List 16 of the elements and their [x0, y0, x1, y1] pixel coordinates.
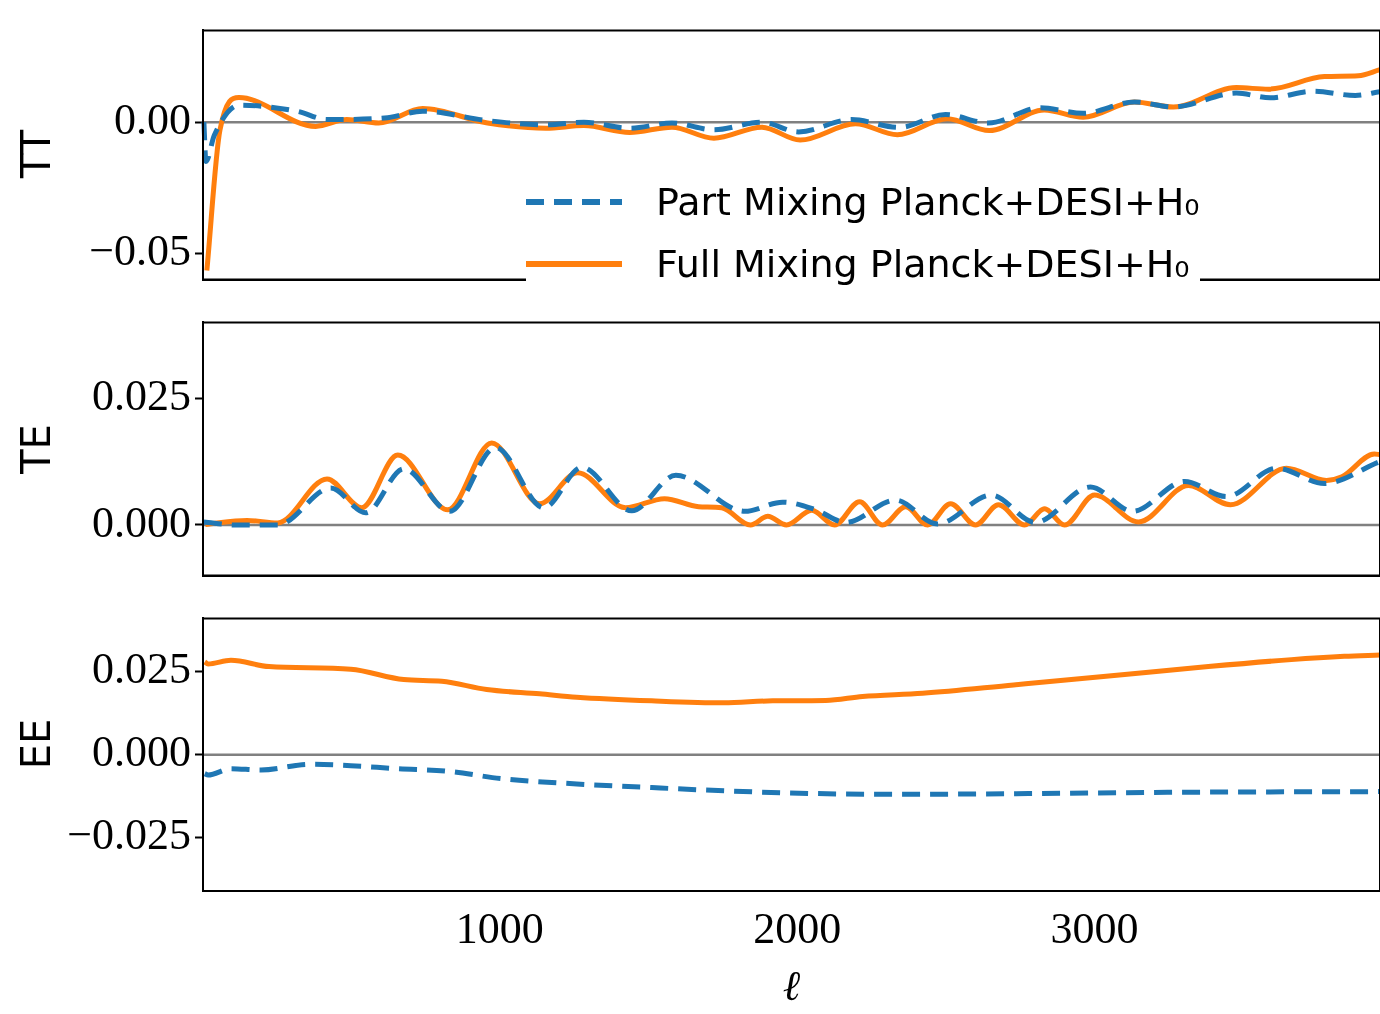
legend-label: Part Mixing Planck+DESI+H₀ [656, 180, 1200, 224]
y-tick-label: 0.00 [114, 94, 191, 144]
y-tick-label: 0.025 [92, 370, 191, 420]
y-tick-label: 0.000 [92, 727, 191, 777]
x-tick-label: 1000 [455, 903, 544, 953]
y-axis-title: TT [13, 129, 60, 179]
y-tick-label: −0.025 [67, 810, 191, 860]
y-axis-title: TE [12, 424, 59, 474]
x-tick-label: 3000 [1050, 903, 1139, 953]
x-axis-title: ℓ [782, 962, 801, 1009]
y-tick-label: −0.05 [89, 225, 191, 275]
y-tick-label: 0.025 [92, 644, 191, 694]
x-tick-label: 2000 [753, 903, 842, 953]
y-axis-title: EE [12, 718, 59, 770]
legend-label: Full Mixing Planck+DESI+H₀ [656, 242, 1190, 286]
y-tick-label: 0.000 [92, 497, 191, 547]
